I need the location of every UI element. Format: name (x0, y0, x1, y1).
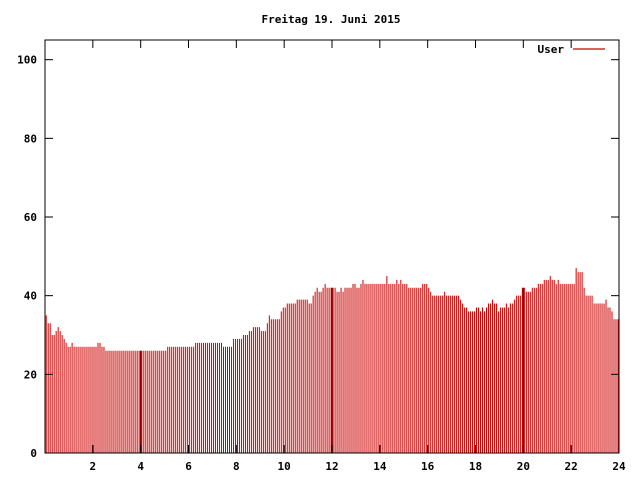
y-tick-label: 60 (24, 211, 37, 224)
chart-title: Freitag 19. Juni 2015 (261, 13, 400, 26)
x-tick-label: 10 (278, 460, 291, 473)
x-tick-label: 14 (373, 460, 387, 473)
y-axis: 0 20 40 60 80 100 (17, 54, 619, 460)
x-tick-label: 22 (565, 460, 578, 473)
y-tick-label: 20 (24, 368, 37, 381)
y-tick-label: 100 (17, 54, 37, 67)
legend: User (538, 43, 605, 56)
x-tick-label: 18 (469, 460, 482, 473)
legend-label-user: User (538, 43, 565, 56)
midnight-marker-lines (139, 287, 525, 453)
x-axis: 2 4 6 8 10 12 14 16 18 20 22 24 (90, 40, 626, 473)
x-tick-label: 12 (325, 460, 338, 473)
y-tick-label: 0 (30, 447, 37, 460)
x-tick-label: 6 (185, 460, 192, 473)
y-tick-label: 40 (24, 290, 37, 303)
y-tick-label: 80 (24, 132, 37, 145)
x-tick-label: 24 (612, 460, 626, 473)
x-tick-label: 4 (137, 460, 144, 473)
x-tick-label: 8 (233, 460, 240, 473)
bar-series-user (45, 268, 619, 453)
x-tick-label: 2 (90, 460, 97, 473)
x-tick-label: 20 (517, 460, 530, 473)
x-tick-label: 16 (421, 460, 435, 473)
